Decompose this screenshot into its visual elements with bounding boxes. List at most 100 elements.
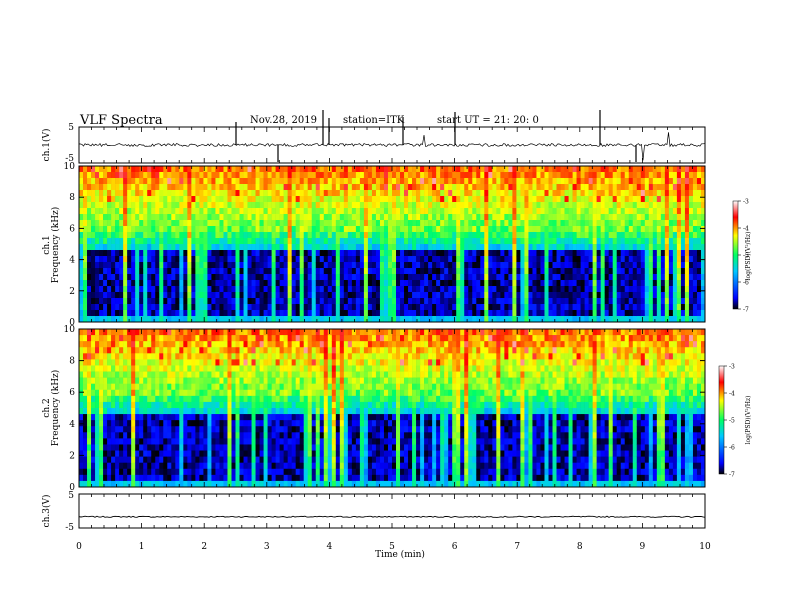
- spectrogram-cell: [608, 178, 613, 185]
- spectrogram-cell: [107, 304, 112, 311]
- spectrogram-cell: [243, 274, 248, 281]
- spectrogram-cell: [147, 474, 152, 482]
- spectrogram-cell: [107, 438, 112, 445]
- spectrogram-cell: [363, 214, 369, 221]
- spectrogram-cell: [179, 256, 184, 263]
- spectrogram-cell: [331, 304, 337, 311]
- spectrogram-cell: [480, 304, 485, 311]
- spectrogram-cell: [119, 172, 124, 179]
- spectrogram-cell: [383, 202, 389, 209]
- spectrogram-cell: [648, 310, 654, 317]
- spectrogram-cell: [131, 238, 136, 245]
- ch1-spectrogram-heatmap: [79, 166, 706, 323]
- spectrogram-cell: [628, 184, 634, 191]
- spectrogram-cell: [151, 268, 156, 275]
- spectrogram-cell: [496, 184, 501, 191]
- spectrogram-cell: [263, 208, 268, 215]
- spectrogram-cell: [592, 316, 597, 323]
- spectrogram-cell: [187, 414, 192, 421]
- spectrogram-cell: [235, 172, 240, 179]
- spectrogram-cell: [127, 250, 132, 257]
- spectrogram-cell: [87, 298, 92, 305]
- spectrogram-cell: [335, 208, 341, 215]
- spectrogram-cell: [295, 226, 300, 233]
- spectrogram-cell: [488, 298, 493, 305]
- spectrogram-cell: [367, 316, 373, 323]
- spectrogram-cell: [568, 208, 573, 215]
- spectrogram-cell: [131, 335, 136, 342]
- spectrogram-cell: [472, 214, 477, 221]
- spectrogram-cell: [275, 268, 280, 275]
- spectrogram-cell: [139, 238, 144, 245]
- spectrogram-cell: [183, 250, 188, 257]
- spectrogram-cell: [283, 190, 288, 197]
- spectrogram-cell: [83, 310, 88, 317]
- spectrogram-cell: [468, 292, 473, 299]
- spectrogram-cell: [207, 298, 212, 305]
- spectrogram-cell: [383, 208, 389, 215]
- spectrogram-cell: [163, 280, 168, 287]
- spectrogram-cell: [279, 178, 284, 185]
- spectrogram-cell: [111, 450, 116, 457]
- spectrogram-cell: [367, 262, 373, 269]
- spectrogram-cell: [231, 220, 236, 227]
- spectrogram-cell: [632, 292, 638, 299]
- spectrogram-cell: [271, 316, 276, 323]
- spectrogram-cell: [420, 214, 425, 221]
- spectrogram-cell: [436, 184, 441, 191]
- spectrogram-cell: [412, 226, 417, 233]
- spectrogram-cell: [432, 232, 437, 239]
- spectrogram-cell: [367, 202, 373, 209]
- spectrogram-cell: [536, 292, 541, 299]
- spectrogram-cell: [91, 238, 96, 245]
- spectrogram-cell: [319, 184, 325, 191]
- spectrogram-cell: [468, 274, 473, 281]
- spectrogram-cell: [355, 280, 361, 287]
- spectrogram-cell: [600, 238, 605, 245]
- spectrogram-cell: [187, 232, 192, 239]
- spectrogram-cell: [127, 184, 132, 191]
- spectrogram-cell: [552, 184, 557, 191]
- spectrogram-cell: [115, 468, 120, 476]
- spectrogram-cell: [227, 208, 232, 215]
- spectrogram-cell: [652, 238, 658, 245]
- spectrogram-cell: [536, 280, 541, 287]
- spectrogram-cell: [624, 238, 630, 245]
- spectrogram-cell: [163, 190, 168, 197]
- spectrogram-cell: [171, 196, 176, 203]
- spectrogram-cell: [187, 438, 192, 445]
- spectrogram-cell: [676, 214, 682, 221]
- spectrogram-cell: [496, 190, 501, 197]
- spectrogram-cell: [371, 280, 377, 287]
- spectrogram-cell: [95, 329, 100, 336]
- spectrogram-cell: [87, 438, 92, 445]
- spectrogram-cell: [588, 226, 593, 233]
- spectrogram-cell: [624, 208, 630, 215]
- spectrogram-cell: [187, 280, 192, 287]
- spectrogram-cell: [464, 268, 469, 275]
- spectrogram-cell: [83, 353, 88, 360]
- spectrogram-cell: [508, 292, 513, 299]
- spectrogram-cell: [359, 178, 365, 185]
- spectrogram-cell: [323, 274, 329, 281]
- spectrogram-cell: [684, 178, 690, 185]
- spectrogram-cell: [211, 190, 216, 197]
- spectrogram-cell: [588, 172, 593, 179]
- spectrogram-cell: [516, 190, 521, 197]
- spectrogram-cell: [143, 395, 148, 403]
- spectrogram-cell: [343, 304, 349, 311]
- spectrogram-cell: [143, 286, 148, 293]
- spectrogram-cell: [448, 298, 453, 305]
- spectrogram-cell: [175, 184, 180, 191]
- spectrogram-cell: [492, 244, 497, 251]
- spectrogram-cell: [576, 292, 581, 299]
- spectrogram-cell: [231, 238, 236, 245]
- spectrogram-cell: [656, 256, 662, 263]
- spectrogram-cell: [464, 280, 469, 287]
- spectrogram-cell: [87, 250, 92, 257]
- spectrogram-cell: [528, 274, 533, 281]
- spectrogram-cell: [147, 304, 152, 311]
- spectrogram-cell: [183, 420, 188, 427]
- spectrogram-cell: [191, 220, 196, 227]
- spectrogram-cell: [504, 208, 509, 215]
